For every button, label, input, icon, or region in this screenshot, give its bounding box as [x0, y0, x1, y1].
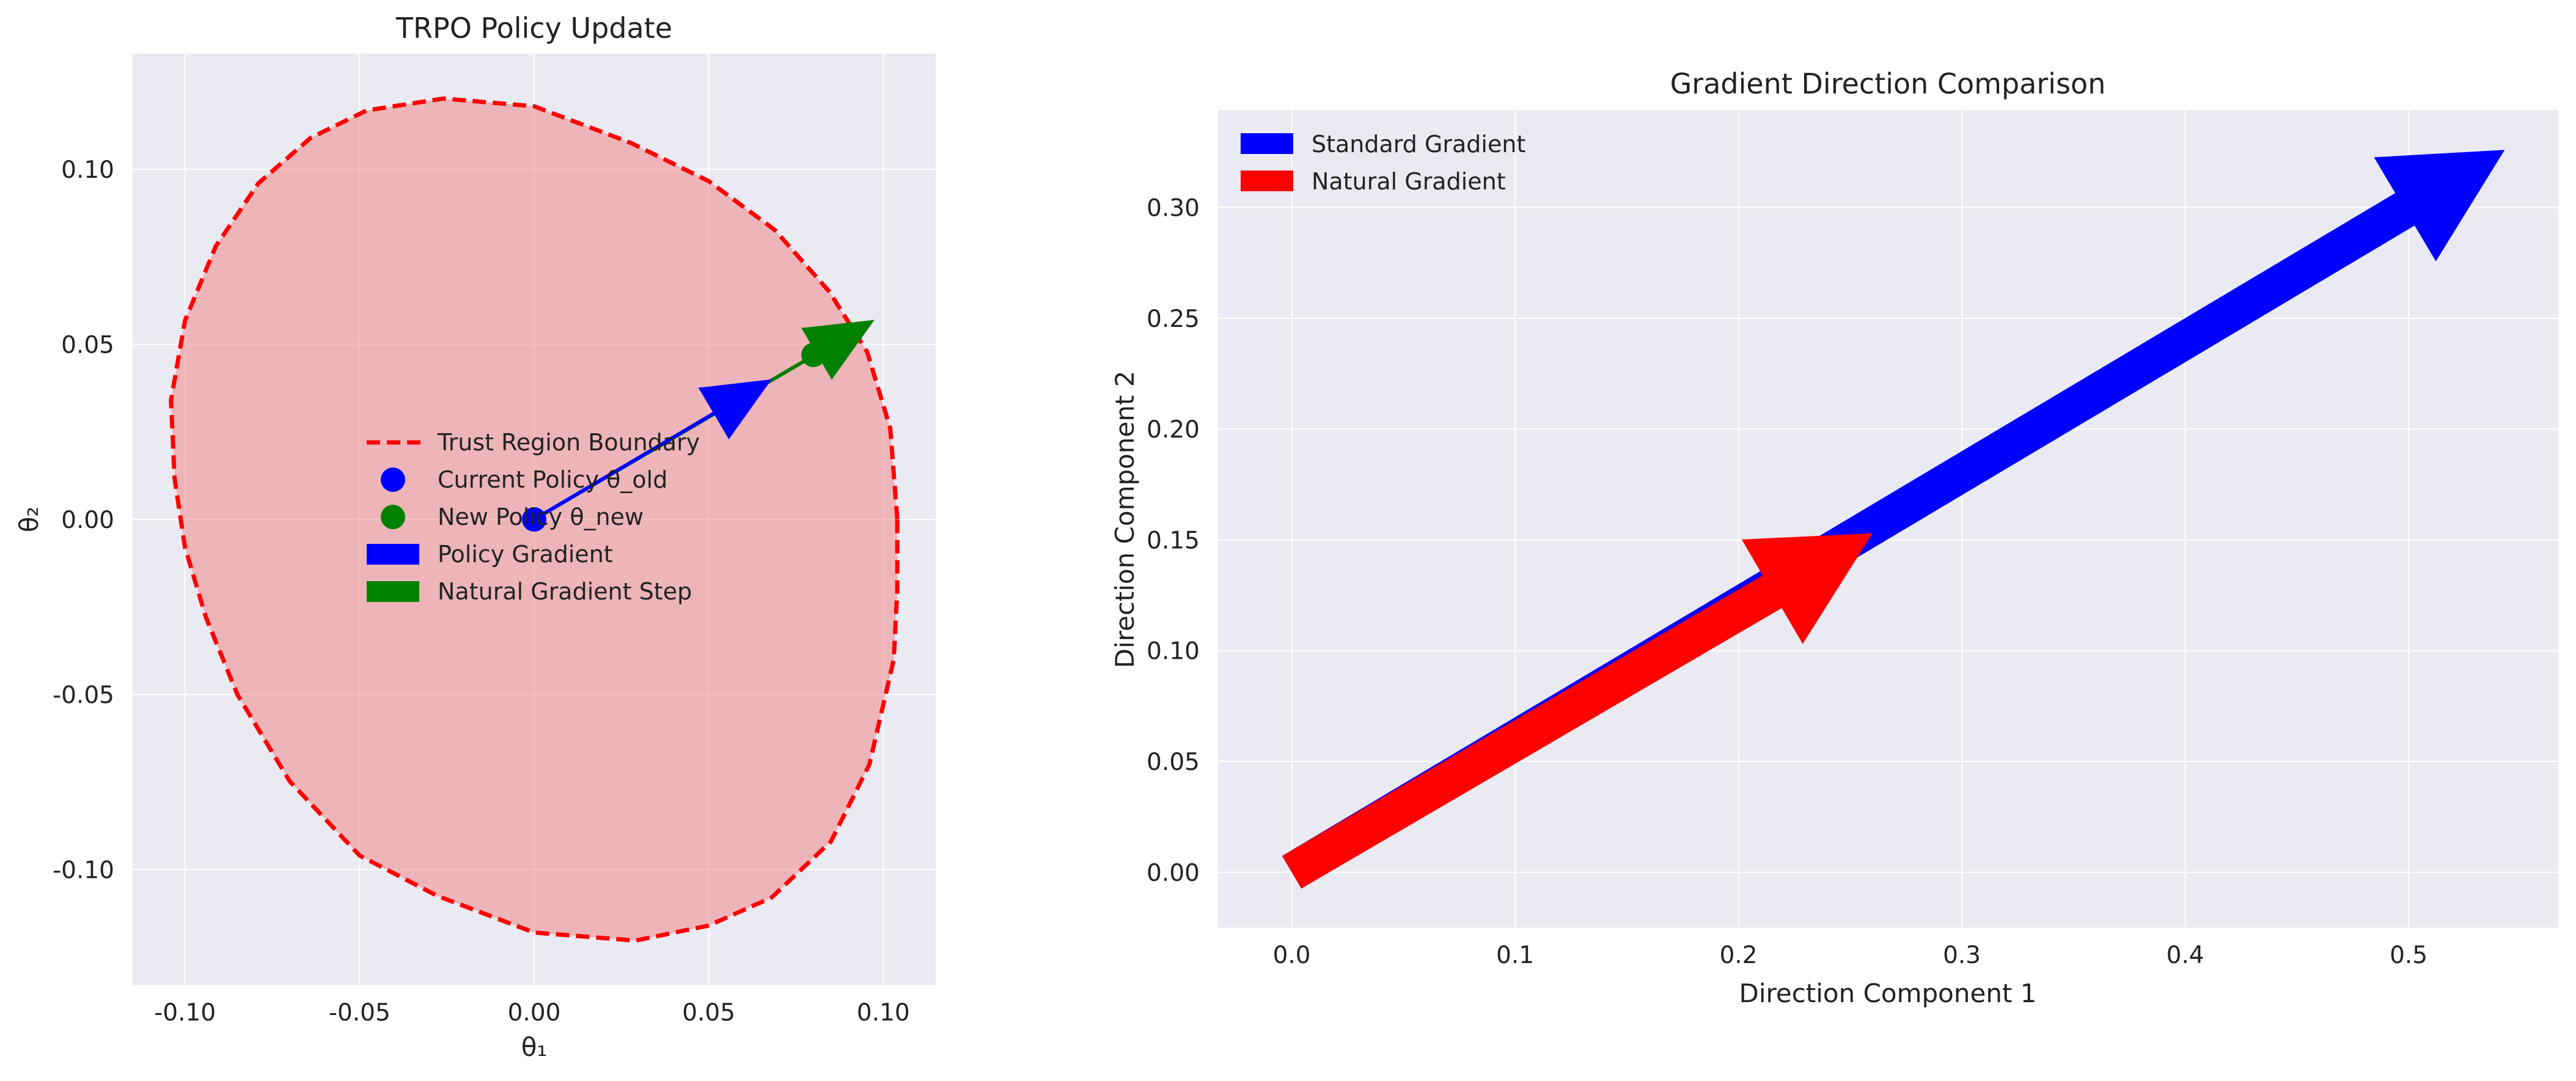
legend-label-trust-region: Trust Region Boundary: [437, 429, 700, 456]
y-tick-label: 0.30: [1147, 195, 1200, 222]
left-legend: Trust Region Boundary Current Policy θ_o…: [367, 429, 700, 605]
policy-gradient-arrow: [533, 379, 772, 521]
x-tick-label: 0.0: [1273, 942, 1311, 969]
right-legend: Standard Gradient Natural Gradient: [1241, 131, 1525, 195]
left-chart-title: TRPO Policy Update: [395, 12, 672, 45]
x-tick-label: -0.05: [329, 999, 391, 1027]
y-tick-label: -0.05: [53, 681, 114, 709]
left-y-axis-label: θ₂: [14, 507, 44, 533]
x-tick-label: 0.2: [1720, 942, 1758, 969]
new-policy-point: [801, 342, 826, 367]
right-y-axis-label: Direction Component 2: [1110, 371, 1140, 669]
right-plot-content: [1282, 150, 2505, 889]
x-tick-label: 0.05: [682, 999, 735, 1027]
current-policy-point: [522, 507, 546, 532]
x-tick-label: 0.5: [2390, 942, 2427, 969]
y-tick-label: 0.10: [1147, 638, 1200, 665]
y-tick-label: -0.10: [53, 857, 114, 884]
right-grid: [1218, 110, 2558, 928]
right-ticks: 0.0 0.1 0.2 0.3 0.4 0.5 0.00 0.05 0.10 0.15 0.20 0.…: [1147, 195, 2427, 969]
natural-gradient-arrow: [1282, 533, 1873, 889]
legend-label-natural-gradient-step: Natural Gradient Step: [438, 578, 692, 605]
legend-marker-natural-gradient: [1241, 170, 1293, 191]
x-tick-label: 0.4: [2167, 942, 2204, 969]
left-ticks: -0.10 -0.05 0.00 0.05 0.10 -0.10 -0.05 0.00 0.05…: [53, 156, 910, 1027]
x-tick-label: -0.10: [154, 999, 216, 1027]
gradient-direction-comparison-chart: 0.0 0.1 0.2 0.3 0.4 0.5 0.00 0.05 0.10 0.15 0.20 0.…: [1110, 67, 2558, 1008]
x-tick-label: 0.3: [1943, 942, 1981, 969]
legend-label-policy-gradient: Policy Gradient: [438, 541, 613, 568]
legend-label-natural-gradient: Natural Gradient: [1312, 168, 1506, 195]
y-tick-label: 0.15: [1147, 527, 1200, 554]
legend-marker-current-policy: [381, 467, 405, 492]
legend-marker-new-policy: [381, 505, 405, 529]
y-tick-label: 0.25: [1147, 306, 1200, 333]
y-tick-label: 0.20: [1147, 416, 1200, 444]
right-x-axis-label: Direction Component 1: [1739, 978, 2037, 1008]
legend-label-new-policy: New Policy θ_new: [438, 504, 644, 530]
y-tick-label: 0.00: [61, 507, 114, 534]
trust-region-boundary: [169, 96, 900, 943]
legend-label-standard-gradient: Standard Gradient: [1312, 131, 1525, 158]
x-tick-label: 0.10: [857, 999, 910, 1027]
left-plot-content: [169, 96, 900, 943]
y-tick-label: 0.10: [61, 156, 114, 184]
y-tick-label: 0.00: [1147, 859, 1200, 887]
right-chart-title: Gradient Direction Comparison: [1670, 67, 2106, 100]
legend-marker-policy-gradient: [367, 544, 419, 565]
x-tick-label: 0.1: [1496, 942, 1534, 969]
legend-marker-standard-gradient: [1241, 133, 1293, 154]
left-x-axis-label: θ₁: [521, 1032, 548, 1062]
y-tick-label: 0.05: [1147, 749, 1200, 776]
trpo-policy-update-chart: -0.10 -0.05 0.00 0.05 0.10 -0.10 -0.05 0.00 0.05…: [14, 12, 936, 1062]
legend-label-current-policy: Current Policy θ_old: [438, 466, 667, 493]
y-tick-label: 0.05: [61, 332, 114, 359]
legend-marker-natural-gradient-step: [367, 581, 419, 602]
x-tick-label: 0.00: [508, 999, 561, 1027]
